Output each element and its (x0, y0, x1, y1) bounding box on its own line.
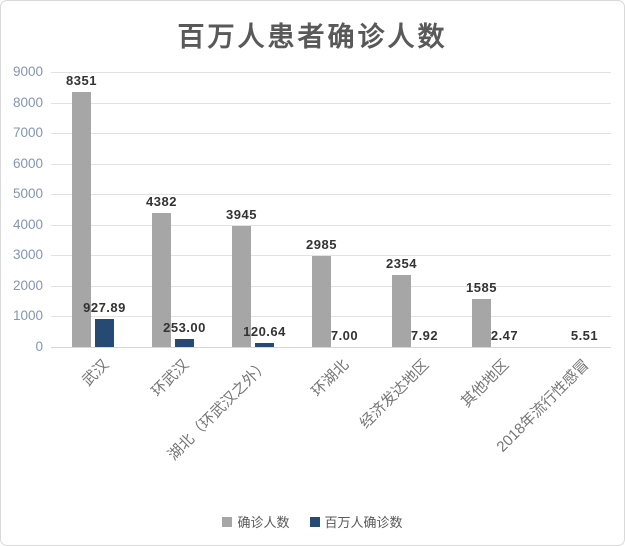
bar-per-million (175, 339, 194, 347)
data-label: 4382 (146, 194, 177, 210)
x-axis-category-label: 经济发达地区 (356, 356, 433, 432)
gridline (51, 285, 611, 287)
x-axis-category-label: 武汉 (79, 356, 113, 390)
y-axis-tick-label: 3000 (12, 247, 43, 263)
bar-confirmed (472, 298, 491, 347)
y-axis-tick-label: 7000 (12, 125, 43, 141)
legend-item-per-million: 百万人确诊数 (309, 512, 403, 531)
legend-swatch-navy-icon (309, 516, 320, 527)
gridline (51, 133, 611, 135)
y-axis-tick-label: 9000 (12, 64, 43, 79)
y-axis-tick-label: 5000 (12, 186, 43, 202)
data-label: 2354 (386, 256, 417, 272)
bar-confirmed (392, 275, 411, 347)
gridline (51, 255, 611, 257)
data-label: 120.64 (243, 324, 286, 340)
bar-confirmed (72, 91, 91, 347)
x-axis-line (51, 347, 611, 348)
legend-label-confirmed: 确诊人数 (237, 515, 290, 530)
bar-confirmed (312, 255, 331, 347)
data-label: 927.89 (83, 299, 126, 315)
legend-swatch-gray-icon (222, 516, 233, 527)
data-label: 2985 (306, 236, 337, 252)
data-label: 8351 (66, 72, 97, 88)
y-axis-tick-label: 2000 (12, 277, 43, 293)
gridline (51, 102, 611, 104)
data-label: 5.51 (570, 327, 599, 343)
bar-per-million (255, 343, 274, 347)
gridline (51, 224, 611, 226)
gridline (51, 163, 611, 165)
legend: 确诊人数 百万人确诊数 (1, 512, 624, 531)
data-label: 253.00 (163, 320, 206, 336)
y-axis-tick-label: 8000 (12, 94, 43, 110)
data-label: 3945 (226, 207, 257, 223)
gridline (51, 316, 611, 318)
gridline (51, 194, 611, 196)
bar-confirmed (232, 226, 251, 347)
chart-title: 百万人患者确诊人数 (177, 22, 448, 52)
bar-per-million (95, 318, 114, 347)
x-axis-category-label: 其他地区 (457, 356, 513, 411)
y-axis-tick-label: 0 (35, 339, 43, 354)
data-label: 2.47 (490, 327, 519, 343)
y-axis-tick-label: 4000 (12, 216, 43, 232)
data-label: 1585 (466, 279, 497, 295)
bar-confirmed (152, 213, 171, 347)
data-label: 7.00 (330, 327, 359, 343)
y-axis-tick-label: 1000 (12, 308, 43, 324)
y-axis-tick-label: 6000 (12, 155, 43, 171)
legend-label-per-million: 百万人确诊数 (324, 515, 403, 530)
data-label: 7.92 (410, 327, 439, 343)
gridline (51, 72, 611, 73)
x-axis-category-label: 环武汉 (148, 356, 193, 401)
legend-item-confirmed: 确诊人数 (222, 512, 290, 531)
x-axis-category-label: 环湖北 (308, 356, 353, 401)
